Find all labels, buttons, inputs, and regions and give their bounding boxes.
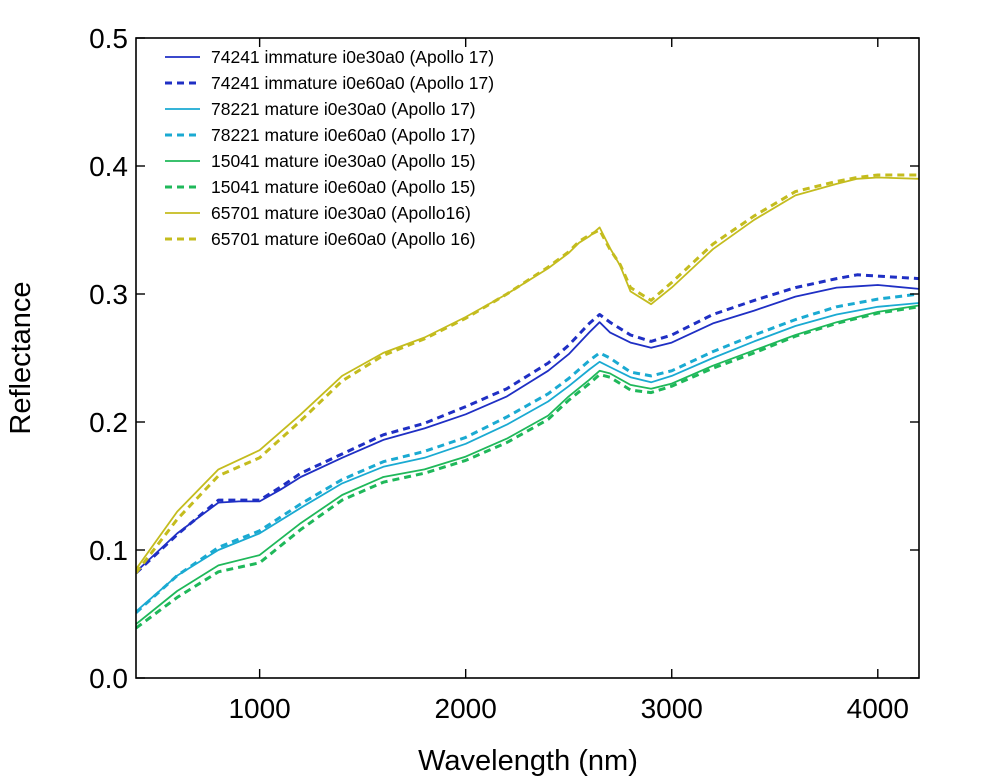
legend-label: 78221 mature i0e60a0 (Apollo 17) bbox=[211, 125, 476, 145]
legend-label: 74241 immature i0e30a0 (Apollo 17) bbox=[211, 47, 494, 67]
y-tick-label: 0.4 bbox=[89, 151, 128, 182]
ticks-layer: 1000 2000 3000 4000 0.0 0.1 0.2 0.3 0.4 0.5 bbox=[89, 23, 919, 724]
legend-label: 74241 immature i0e60a0 (Apollo 17) bbox=[211, 73, 494, 93]
legend-label: 78221 mature i0e30a0 (Apollo 17) bbox=[211, 99, 476, 119]
series-line-2 bbox=[136, 273, 919, 575]
y-axis-title: Reflectance bbox=[5, 281, 37, 434]
x-axis-title: Wavelength (nm) bbox=[418, 745, 638, 777]
y-tick-label: 0.1 bbox=[89, 535, 128, 566]
series-line-4 bbox=[136, 292, 919, 614]
legend-label: 65701 mature i0e30a0 (Apollo16) bbox=[211, 203, 471, 223]
y-tick-label: 0.5 bbox=[89, 23, 128, 54]
y-tick-label: 0.0 bbox=[89, 663, 128, 694]
series-line-5 bbox=[136, 304, 919, 625]
y-tick-label: 0.3 bbox=[89, 279, 128, 310]
x-tick-label: 4000 bbox=[847, 693, 909, 724]
series-line-1 bbox=[136, 284, 919, 573]
plot-frame bbox=[135, 37, 920, 679]
series-line-3 bbox=[136, 302, 919, 613]
y-tick-label: 0.2 bbox=[89, 407, 128, 438]
series-line-7 bbox=[136, 176, 919, 570]
series-line-8 bbox=[136, 173, 919, 574]
x-tick-label: 2000 bbox=[435, 693, 497, 724]
legend-label: 15041 mature i0e30a0 (Apollo 15) bbox=[211, 151, 476, 171]
legend-label: 15041 mature i0e60a0 (Apollo 15) bbox=[211, 177, 476, 197]
series-line-6 bbox=[136, 305, 919, 630]
series-layer bbox=[136, 173, 919, 630]
legend: 74241 immature i0e30a0 (Apollo 17) 74241 … bbox=[165, 47, 494, 249]
x-tick-label: 1000 bbox=[228, 693, 290, 724]
legend-label: 65701 mature i0e60a0 (Apollo 16) bbox=[211, 229, 476, 249]
x-tick-label: 3000 bbox=[641, 693, 703, 724]
